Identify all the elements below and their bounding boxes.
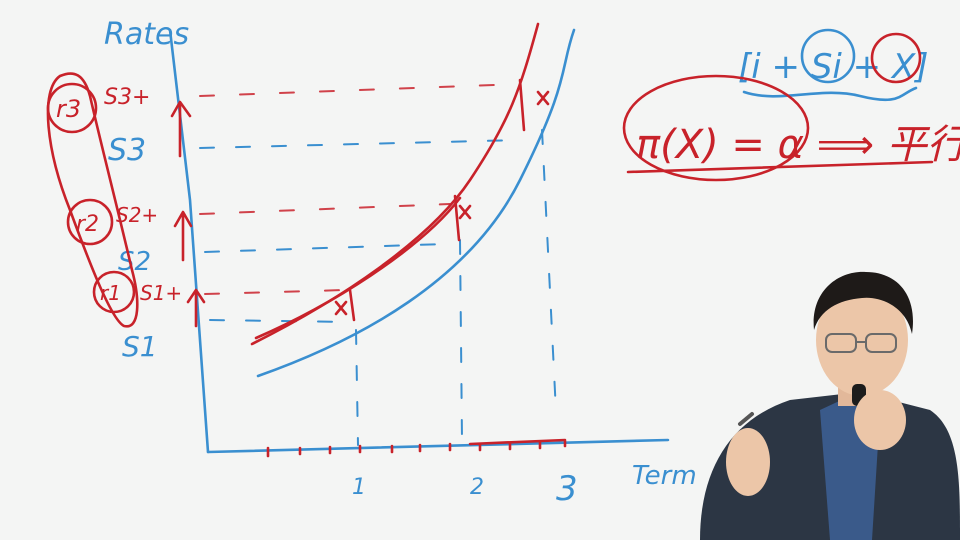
horizontal-guide-s3 xyxy=(199,139,521,149)
shifted-curve xyxy=(250,22,540,346)
shifted-curve-overtrace xyxy=(254,196,462,340)
x-axis-red-ticks xyxy=(266,439,567,458)
x-tick-2: 2 xyxy=(470,475,484,500)
x-tick-3: 3 xyxy=(556,469,578,509)
vertical-guide-1 xyxy=(355,329,359,446)
horizontal-guide-s2 xyxy=(204,243,446,253)
r2-circle xyxy=(66,198,114,246)
formula-si-circle xyxy=(800,28,856,84)
y-axis-label: Rates xyxy=(104,17,189,52)
x-axis-label: Term xyxy=(632,461,697,491)
presenter xyxy=(700,271,960,540)
r3-label: r3 xyxy=(56,95,81,123)
spot-curve xyxy=(256,28,576,378)
x-axis xyxy=(206,438,670,454)
horizontal-guide-s1-plus xyxy=(204,289,346,295)
formula-x-circle xyxy=(870,32,922,84)
horizontal-guide-s2-plus xyxy=(199,203,451,215)
r-group-loop xyxy=(46,72,139,328)
formula-underscribble xyxy=(742,86,918,102)
r2-label: r2 xyxy=(76,212,99,237)
spot-plus-label-s3: S3+ xyxy=(104,85,150,110)
r1-label: r1 xyxy=(100,281,121,305)
vertical-guide-3 xyxy=(541,129,557,413)
formula-main: π(X) = α ⟹ 平行 xyxy=(636,122,960,168)
horizontal-guide-s3-plus xyxy=(199,83,521,97)
vertical-guide-2 xyxy=(459,239,463,441)
y-axis xyxy=(168,28,210,454)
curve-spread-ticks xyxy=(348,78,526,322)
formula-main-underline xyxy=(626,160,934,174)
x-axis-red-trace xyxy=(468,438,567,446)
r3-circle xyxy=(46,82,98,134)
horizontal-guide-s1 xyxy=(209,319,351,323)
formula-main-circle xyxy=(622,74,810,182)
curve-mark-2 xyxy=(458,204,472,220)
spot-plus-label-s2: S2+ xyxy=(116,203,158,227)
shift-arrow-2 xyxy=(173,210,193,262)
curve-mark-3 xyxy=(536,90,550,106)
shift-arrow-1 xyxy=(186,288,206,328)
r1-circle xyxy=(92,270,136,314)
spot-label-s2: S2 xyxy=(118,247,151,277)
spot-label-s1: S1 xyxy=(122,330,158,363)
shift-arrow-3 xyxy=(170,100,192,158)
spot-plus-label-s1: S1+ xyxy=(140,281,182,305)
curve-mark-1 xyxy=(334,300,348,316)
spot-label-s3: S3 xyxy=(108,133,146,168)
x-tick-1: 1 xyxy=(352,475,366,500)
